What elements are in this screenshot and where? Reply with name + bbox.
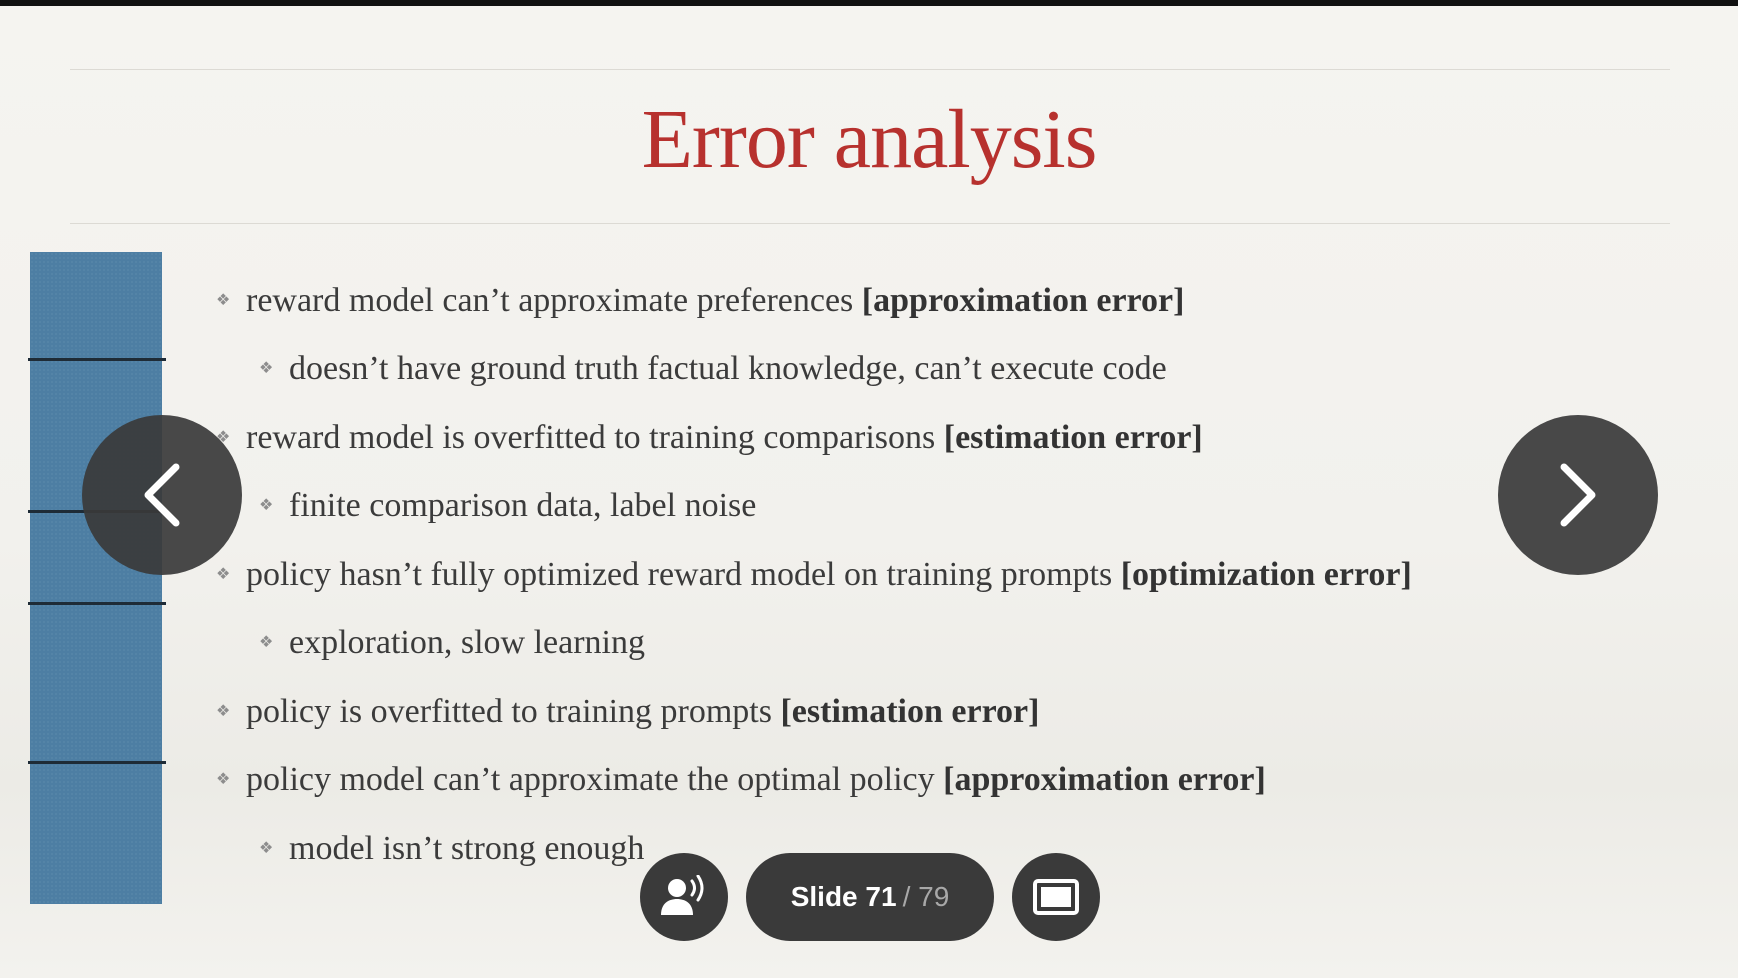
bullet-item: ❖ policy is overfitted to training promp… <box>216 693 1040 730</box>
accent-bar-divider <box>28 358 166 361</box>
diamond-bullet-icon: ❖ <box>259 632 274 651</box>
bullet-text: finite comparison data, label noise <box>289 487 757 524</box>
bullet-text: reward model is overfitted to training c… <box>246 419 944 456</box>
diamond-bullet-icon: ❖ <box>259 838 274 857</box>
bullet-tag: [estimation error] <box>943 419 1203 456</box>
bullet-text: policy model can’t approximate the optim… <box>246 761 944 798</box>
title-rule-bottom <box>70 223 1670 224</box>
fullscreen-button[interactable] <box>1012 853 1100 941</box>
bullet-tag: [estimation error] <box>780 693 1040 730</box>
slide-title: Error analysis <box>641 93 1098 186</box>
slide-current: Slide 71 <box>790 881 897 912</box>
presenter-button[interactable] <box>640 853 728 941</box>
diamond-bullet-icon: ❖ <box>216 290 231 309</box>
bullet-item: ❖ policy hasn’t fully optimized reward m… <box>216 556 1412 593</box>
slide-canvas: Error analysis ❖ reward model can’t appr… <box>0 6 1738 978</box>
sub-bullet-item: ❖ doesn’t have ground truth factual know… <box>259 350 1167 387</box>
chevron-left-icon <box>144 463 180 527</box>
diamond-bullet-icon: ❖ <box>216 564 231 583</box>
bullet-item: ❖ reward model can’t approximate prefere… <box>216 282 1185 319</box>
bullet-text: doesn’t have ground truth factual knowle… <box>289 350 1167 387</box>
title-rule-top <box>70 69 1670 70</box>
bullet-item: ❖ policy model can’t approximate the opt… <box>216 761 1266 798</box>
presenter-voice-icon <box>661 875 704 915</box>
bullet-tag: [approximation error] <box>943 761 1266 798</box>
sub-bullet-item: ❖ exploration, slow learning <box>259 624 645 661</box>
chevron-right-icon <box>1560 463 1596 527</box>
diamond-bullet-icon: ❖ <box>259 358 274 377</box>
slide-counter: Slide 71 / 79 <box>746 853 994 941</box>
accent-bar-divider <box>28 602 166 605</box>
bullet-text: policy is overfitted to training prompts <box>246 693 781 730</box>
bullet-text: model isn’t strong enough <box>289 830 645 867</box>
top-bar <box>0 0 1738 6</box>
accent-bar <box>30 252 162 904</box>
diamond-bullet-icon: ❖ <box>259 495 274 514</box>
fullscreen-icon <box>1033 879 1079 915</box>
bullet-item: ❖ reward model is overfitted to training… <box>216 419 1203 456</box>
bullet-tag: [approximation error] <box>861 282 1185 319</box>
accent-bar-divider <box>28 761 166 764</box>
bullet-tag: [optimization error] <box>1120 556 1412 593</box>
sub-bullet-item: ❖ finite comparison data, label noise <box>259 487 757 524</box>
sub-bullet-item: ❖ model isn’t strong enough <box>259 830 645 867</box>
diamond-bullet-icon: ❖ <box>216 769 231 788</box>
bullet-text: policy hasn’t fully optimized reward mod… <box>246 556 1121 593</box>
next-slide-button[interactable] <box>1498 415 1658 575</box>
slide-total: / 79 <box>902 881 950 912</box>
previous-slide-button[interactable] <box>82 415 242 575</box>
bullet-text: exploration, slow learning <box>289 624 645 661</box>
diamond-bullet-icon: ❖ <box>216 701 231 720</box>
bullet-text: reward model can’t approximate preferenc… <box>246 282 862 319</box>
